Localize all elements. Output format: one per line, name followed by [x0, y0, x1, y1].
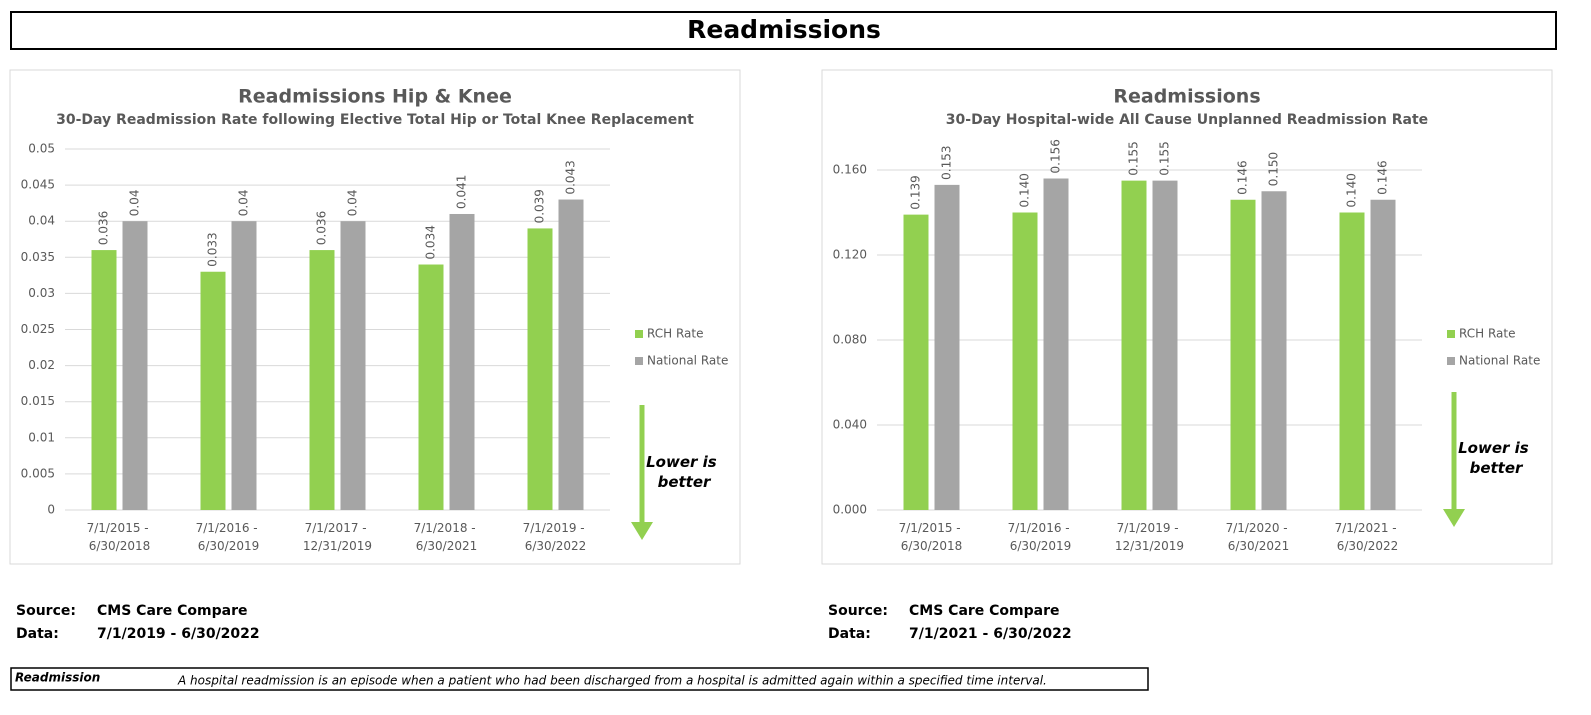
- definition-text: A hospital readmission is an episode whe…: [177, 674, 1047, 688]
- legend-label: RCH Rate: [647, 327, 703, 341]
- value-label: 0.041: [455, 175, 469, 209]
- bar: [1230, 199, 1256, 510]
- bar: [1043, 178, 1069, 510]
- value-label: 0.039: [533, 189, 547, 223]
- value-label: 0.036: [315, 211, 329, 245]
- annotation: Lower is better: [646, 453, 722, 491]
- data-label: Data:: [16, 626, 59, 642]
- y-tick-label: 0.015: [21, 394, 55, 408]
- y-tick-label: 0.03: [28, 286, 55, 300]
- x-tick-label: 7/1/2016 - 6/30/2019: [1008, 521, 1074, 553]
- bar: [449, 213, 475, 511]
- y-tick-label: 0.025: [21, 322, 55, 336]
- definition-box: [10, 667, 1149, 691]
- chart-subtitle: 30-Day Hospital-wide All Cause Unplanned…: [946, 112, 1428, 128]
- bar: [1370, 199, 1396, 510]
- x-tick-label: 7/1/2016 - 6/30/2019: [196, 521, 262, 553]
- value-label: 0.036: [97, 211, 111, 245]
- bar: [231, 221, 257, 510]
- legend-swatch: [1447, 330, 1455, 338]
- data-range: 7/1/2019 - 6/30/2022: [97, 626, 260, 642]
- legend-label: National Rate: [647, 354, 728, 368]
- source-label: Source:: [828, 603, 888, 619]
- chart-title: Readmissions Hip & Knee: [238, 86, 512, 108]
- bar: [934, 184, 960, 510]
- y-tick-label: 0.120: [833, 248, 867, 262]
- y-tick-label: 0.035: [21, 250, 55, 264]
- source: CMS Care Compare: [97, 603, 248, 619]
- value-label: 0.043: [564, 160, 578, 194]
- value-label: 0.155: [1158, 141, 1172, 175]
- y-tick-label: 0: [47, 503, 55, 517]
- bar: [1339, 212, 1365, 510]
- source: CMS Care Compare: [909, 603, 1060, 619]
- y-tick-label: 0.045: [21, 178, 55, 192]
- value-label: 0.140: [1345, 173, 1359, 207]
- y-tick-label: 0.01: [28, 430, 55, 444]
- x-tick-label: 7/1/2018 - 6/30/2021: [414, 521, 480, 553]
- x-tick-label: 7/1/2015 - 6/30/2018: [87, 521, 153, 553]
- bar: [1012, 212, 1038, 510]
- x-tick-label: 7/1/2020 - 6/30/2021: [1226, 521, 1292, 553]
- value-label: 0.156: [1049, 139, 1063, 173]
- y-tick-label: 0.05: [28, 142, 55, 156]
- bar: [418, 264, 444, 510]
- bar: [1261, 191, 1287, 510]
- legend-swatch: [1447, 357, 1455, 365]
- bar: [527, 228, 553, 511]
- legend-label: National Rate: [1459, 354, 1540, 368]
- value-label: 0.034: [424, 225, 438, 259]
- legend-swatch: [635, 330, 643, 338]
- value-label: 0.153: [940, 146, 954, 180]
- x-tick-label: 7/1/2019 - 12/31/2019: [1115, 521, 1184, 553]
- y-tick-label: 0.080: [833, 333, 867, 347]
- chart-subtitle: 30-Day Readmission Rate following Electi…: [56, 112, 694, 128]
- y-tick-label: 0.02: [28, 358, 55, 372]
- bar: [903, 214, 929, 510]
- page-title: Readmissions: [687, 15, 881, 44]
- annotation: Lower is better: [1458, 439, 1534, 477]
- bar: [122, 221, 148, 510]
- x-tick-label: 7/1/2015 - 6/30/2018: [899, 521, 965, 553]
- value-label: 0.146: [1376, 160, 1390, 194]
- bar: [558, 199, 584, 511]
- arrow-head: [631, 522, 653, 540]
- source-label: Source:: [16, 603, 76, 619]
- value-label: 0.04: [237, 189, 251, 216]
- arrow-head: [1443, 509, 1465, 527]
- header-box: [10, 11, 1557, 50]
- data-label: Data:: [828, 626, 871, 642]
- value-label: 0.150: [1267, 152, 1281, 186]
- value-label: 0.04: [346, 189, 360, 216]
- value-label: 0.155: [1127, 141, 1141, 175]
- legend-swatch: [635, 357, 643, 365]
- data-range: 7/1/2021 - 6/30/2022: [909, 626, 1072, 642]
- y-tick-label: 0.005: [21, 466, 55, 480]
- y-tick-label: 0.040: [833, 418, 867, 432]
- x-tick-label: 7/1/2017 - 12/31/2019: [303, 521, 372, 553]
- bar: [200, 271, 226, 510]
- bar: [309, 250, 335, 510]
- y-tick-label: 0.04: [28, 214, 55, 228]
- y-tick-label: 0.000: [833, 503, 867, 517]
- definition-term: Readmission: [15, 671, 100, 685]
- bar: [1121, 180, 1147, 510]
- chart-title: Readmissions: [1113, 86, 1260, 108]
- chart-frame: [9, 69, 741, 565]
- value-label: 0.033: [206, 232, 220, 266]
- x-tick-label: 7/1/2019 - 6/30/2022: [523, 521, 589, 553]
- legend-label: RCH Rate: [1459, 327, 1515, 341]
- bar: [340, 221, 366, 510]
- bar: [91, 250, 117, 510]
- value-label: 0.139: [909, 175, 923, 209]
- chart-frame: [821, 69, 1553, 565]
- value-label: 0.140: [1018, 173, 1032, 207]
- bar: [1152, 180, 1178, 510]
- y-tick-label: 0.160: [833, 163, 867, 177]
- value-label: 0.146: [1236, 160, 1250, 194]
- x-tick-label: 7/1/2021 - 6/30/2022: [1335, 521, 1401, 553]
- value-label: 0.04: [128, 189, 142, 216]
